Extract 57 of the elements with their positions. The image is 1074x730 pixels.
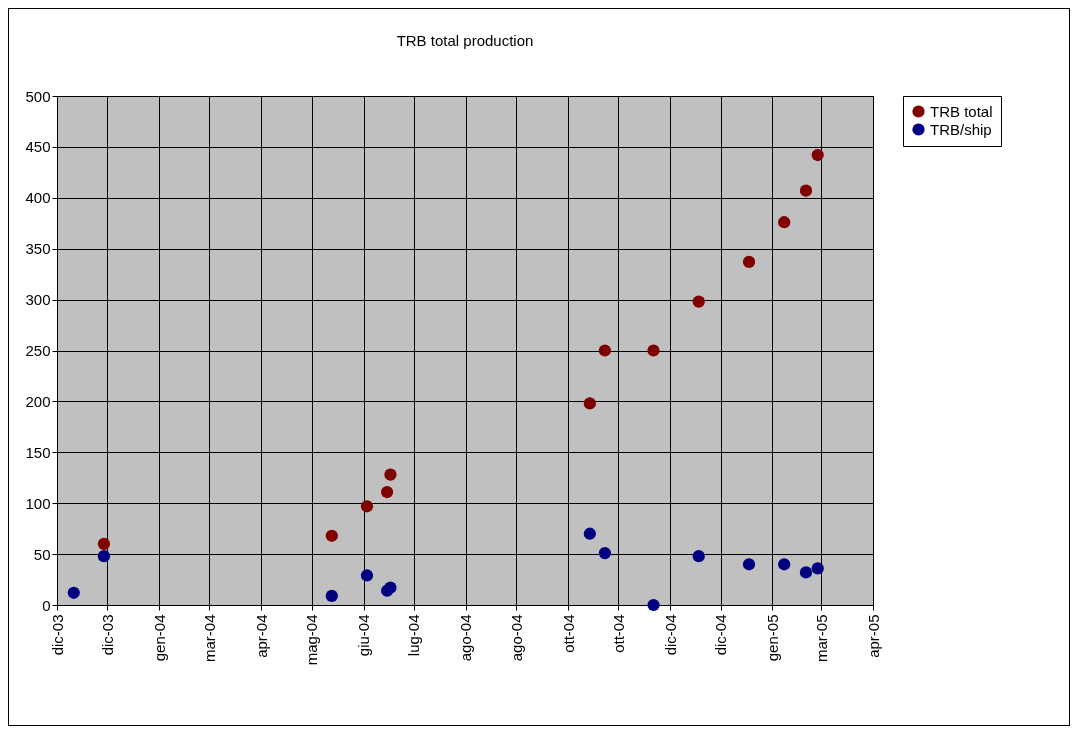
point: [692, 550, 705, 563]
y-tick-label: 350: [25, 240, 51, 258]
y-tick-label: 400: [25, 189, 51, 207]
x-tick-label: dic-03: [48, 614, 66, 656]
y-tick-label: 100: [25, 494, 51, 512]
y-tick-label: 450: [25, 138, 51, 156]
y-tick-label: 500: [25, 87, 51, 105]
point: [811, 148, 824, 162]
x-tick-label: mar-04: [200, 614, 218, 663]
point: [360, 569, 374, 582]
y-tick-label: 50: [33, 545, 51, 563]
point: [384, 468, 397, 481]
x-tick-label: ago-04: [457, 614, 475, 662]
x-tick-label: dic-04: [661, 614, 679, 656]
y-tick-label: 150: [25, 443, 51, 461]
point: [811, 562, 824, 575]
point: [799, 184, 813, 197]
x-tick-label: gen-05: [763, 614, 781, 662]
point: [742, 558, 756, 571]
point: [384, 581, 397, 594]
point: [583, 397, 596, 410]
x-tick-label: apr-04: [252, 614, 270, 658]
point: [778, 216, 791, 229]
point: [360, 500, 374, 513]
x-tick-label: mar-05: [812, 614, 830, 663]
x-tick-label: mag-04: [303, 614, 321, 666]
point: [380, 485, 394, 499]
point: [778, 558, 791, 571]
point: [325, 529, 338, 542]
point: [97, 550, 111, 563]
x-tick-label: dic-04: [712, 614, 730, 656]
legend-label: TRB total: [930, 102, 993, 120]
x-tick-label: gen-04: [150, 614, 168, 662]
x-tick-label: dic-03: [98, 614, 116, 656]
point: [742, 255, 756, 269]
point: [583, 527, 596, 540]
y-tick-label: 250: [25, 342, 51, 359]
x-tick-label: ott-04: [609, 614, 627, 653]
point: [647, 598, 660, 612]
x-tick-label: ago-04: [507, 614, 525, 662]
x-tick-label: ott-04: [559, 614, 577, 653]
y-tick-label: 300: [25, 291, 51, 309]
x-tick-label: lug-04: [405, 614, 423, 657]
point: [97, 537, 111, 551]
y-tick-label: 200: [25, 392, 51, 410]
chart-title: TRB total production: [396, 32, 534, 49]
point: [647, 344, 660, 357]
x-tick-label: giu-04: [355, 614, 373, 657]
point: [799, 566, 813, 579]
legend-label: TRB/ship: [930, 120, 992, 138]
point: [692, 295, 705, 308]
point: [598, 546, 612, 560]
point: [325, 589, 338, 602]
point: [598, 344, 612, 357]
point: [67, 586, 80, 599]
y-tick-label: 0: [42, 596, 51, 614]
x-tick-label: apr-05: [864, 614, 882, 658]
